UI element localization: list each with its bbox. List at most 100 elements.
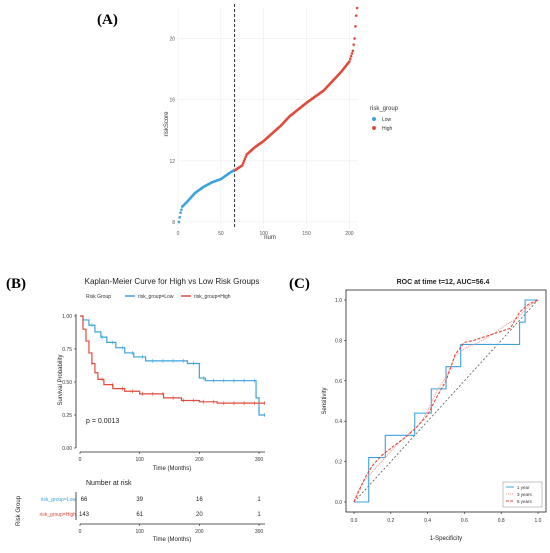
legend-high-marker	[372, 126, 376, 130]
legend-high-label: High	[382, 126, 393, 132]
roc-x-tick-label: 0.4	[424, 518, 431, 524]
km-x-tick-label: 100	[136, 457, 145, 463]
risk-point-high	[353, 37, 356, 40]
roc-x-tick-label: 1.0	[535, 518, 542, 524]
km-legend-low-label: risk_group=Low	[138, 294, 174, 300]
risk-table-cell-high: 1	[257, 512, 261, 518]
risk-point-high	[348, 60, 351, 63]
risk-table-cell-high: 61	[136, 512, 143, 518]
risk-table-x-tick-label: 300	[255, 529, 264, 535]
roc-plot-frame	[345, 289, 547, 513]
km-x-axis-label: Time (Months)	[153, 466, 191, 472]
roc-x-tick-label: 0.6	[461, 518, 468, 524]
km-x-tick-label: 200	[195, 457, 204, 463]
risk-table-x-axis-label: Time (Months)	[153, 537, 191, 543]
risk-point-high	[351, 49, 355, 53]
roc-axes: 0.0 0.2 0.4 0.6 0.8 1.0 0.0 0.2 0.4 0.6 0.8 1.0	[335, 298, 542, 524]
km-y-tick-label: 1.00	[62, 314, 72, 320]
x-tick-label: 0	[177, 231, 180, 237]
risk-table-row-label-low: risk_group=Low	[41, 497, 77, 503]
km-pvalue: p = 0.0013	[86, 418, 119, 425]
risk-point-low	[177, 220, 181, 224]
roc-y-tick-label: 0.4	[335, 419, 342, 425]
risk-point-high	[241, 161, 245, 165]
km-x-tick-label: 300	[255, 457, 264, 463]
risk-score-points	[177, 6, 359, 224]
roc-curve-3-years	[353, 299, 539, 503]
risk-table-cell-low: 39	[136, 497, 143, 503]
risk-point-high	[243, 157, 247, 161]
roc-title: ROC at time t=12, AUC=56.4	[397, 279, 490, 286]
roc-x-tick-label: 0.0	[351, 518, 358, 524]
km-y-axis-label: Survival Probability	[58, 354, 64, 405]
risk-group-legend: risk_group Low High	[370, 106, 399, 132]
km-curves	[80, 315, 265, 417]
risk-point-high	[244, 155, 248, 159]
risk-score-gridlines	[177, 8, 358, 228]
roc-y-tick-label: 0.8	[335, 338, 342, 344]
risk-point-high	[242, 159, 246, 163]
km-y-tick-label: 0.25	[62, 413, 72, 419]
risk-group-legend-title: risk_group	[370, 106, 399, 112]
risk-point-high	[240, 164, 244, 167]
risk-table-x-tick-label: 100	[136, 529, 145, 535]
x-tick-label: 150	[302, 231, 311, 237]
risk-point-low	[178, 216, 182, 219]
risk-table-title: Number at risk	[86, 480, 132, 487]
km-axes: 0.00 0.25 0.50 0.75 1.00 0 100 200 300	[62, 314, 265, 463]
km-legend-high-label: risk_group=High	[194, 294, 231, 300]
x-tick-label: 200	[345, 231, 354, 237]
km-legend-title: Risk Group	[86, 294, 111, 300]
risk-point-high	[354, 14, 358, 17]
roc-x-tick-label: 0.2	[387, 518, 394, 524]
risk-point-high	[352, 43, 356, 46]
roc-legend-1yr-label: 1 year	[517, 485, 530, 490]
roc-legend-box	[502, 481, 543, 508]
risk-table-y-label: Risk Group	[16, 495, 22, 526]
risk-score-y-axis-label: riskScore	[164, 111, 170, 137]
panel-label-b: (B)	[6, 276, 26, 292]
km-y-tick-label: 0.50	[62, 380, 72, 386]
risk-point-low	[180, 208, 183, 211]
roc-x-axis-label: 1-Specificity	[430, 536, 462, 542]
risk-point-high	[349, 54, 353, 58]
roc-legend: 1 year 3 years 5 years	[502, 481, 543, 508]
risk-table-x-tick-label: 0	[79, 529, 82, 535]
km-y-tick-label: 0.00	[62, 446, 72, 452]
km-x-tick-label: 0	[79, 457, 82, 463]
km-y-tick-label: 0.75	[62, 347, 72, 353]
y-tick-label: 16	[169, 98, 175, 104]
risk-point-high	[355, 6, 359, 10]
risk-table-cell-low: 1	[257, 497, 261, 503]
legend-low-label: Low	[382, 117, 392, 123]
km-curve-high	[80, 315, 265, 404]
risk-point-low	[179, 211, 182, 215]
roc-y-tick-label: 0.6	[335, 379, 342, 385]
roc-curves	[353, 299, 539, 503]
risk-point-high	[350, 52, 354, 55]
risk-table-cell-high: 20	[196, 512, 203, 518]
y-tick-label: 8	[172, 220, 175, 226]
roc-reference-diagonal	[353, 299, 539, 503]
risk-table-x-tick-label: 200	[195, 529, 204, 535]
risk-table-axis: 0 100 200 300	[75, 492, 265, 535]
y-tick-label: 20	[169, 37, 175, 43]
km-title: Kaplan-Meier Curve for High vs Low Risk …	[85, 277, 260, 286]
roc-legend-3yr-label: 3 years	[517, 492, 533, 497]
risk-score-tick-labels: 0 50 100 150 200 8 12 16 20	[169, 37, 353, 237]
roc-curve-1-year	[354, 299, 538, 503]
risk-point-high	[354, 25, 357, 28]
panel-label-c: (C)	[289, 276, 310, 292]
risk-table-row-label-high: risk_group=High	[39, 512, 76, 518]
roc-curve-5-years	[353, 299, 539, 503]
risk-point-high	[348, 57, 352, 61]
legend-low-marker	[372, 117, 376, 121]
risk-table-cell-low: 16	[196, 497, 203, 503]
risk-table-cells: 66 39 16 1 143 61 20 1	[79, 497, 261, 518]
x-tick-label: 100	[260, 231, 269, 237]
roc-y-tick-label: 0.0	[335, 500, 342, 506]
y-tick-label: 12	[169, 159, 175, 165]
